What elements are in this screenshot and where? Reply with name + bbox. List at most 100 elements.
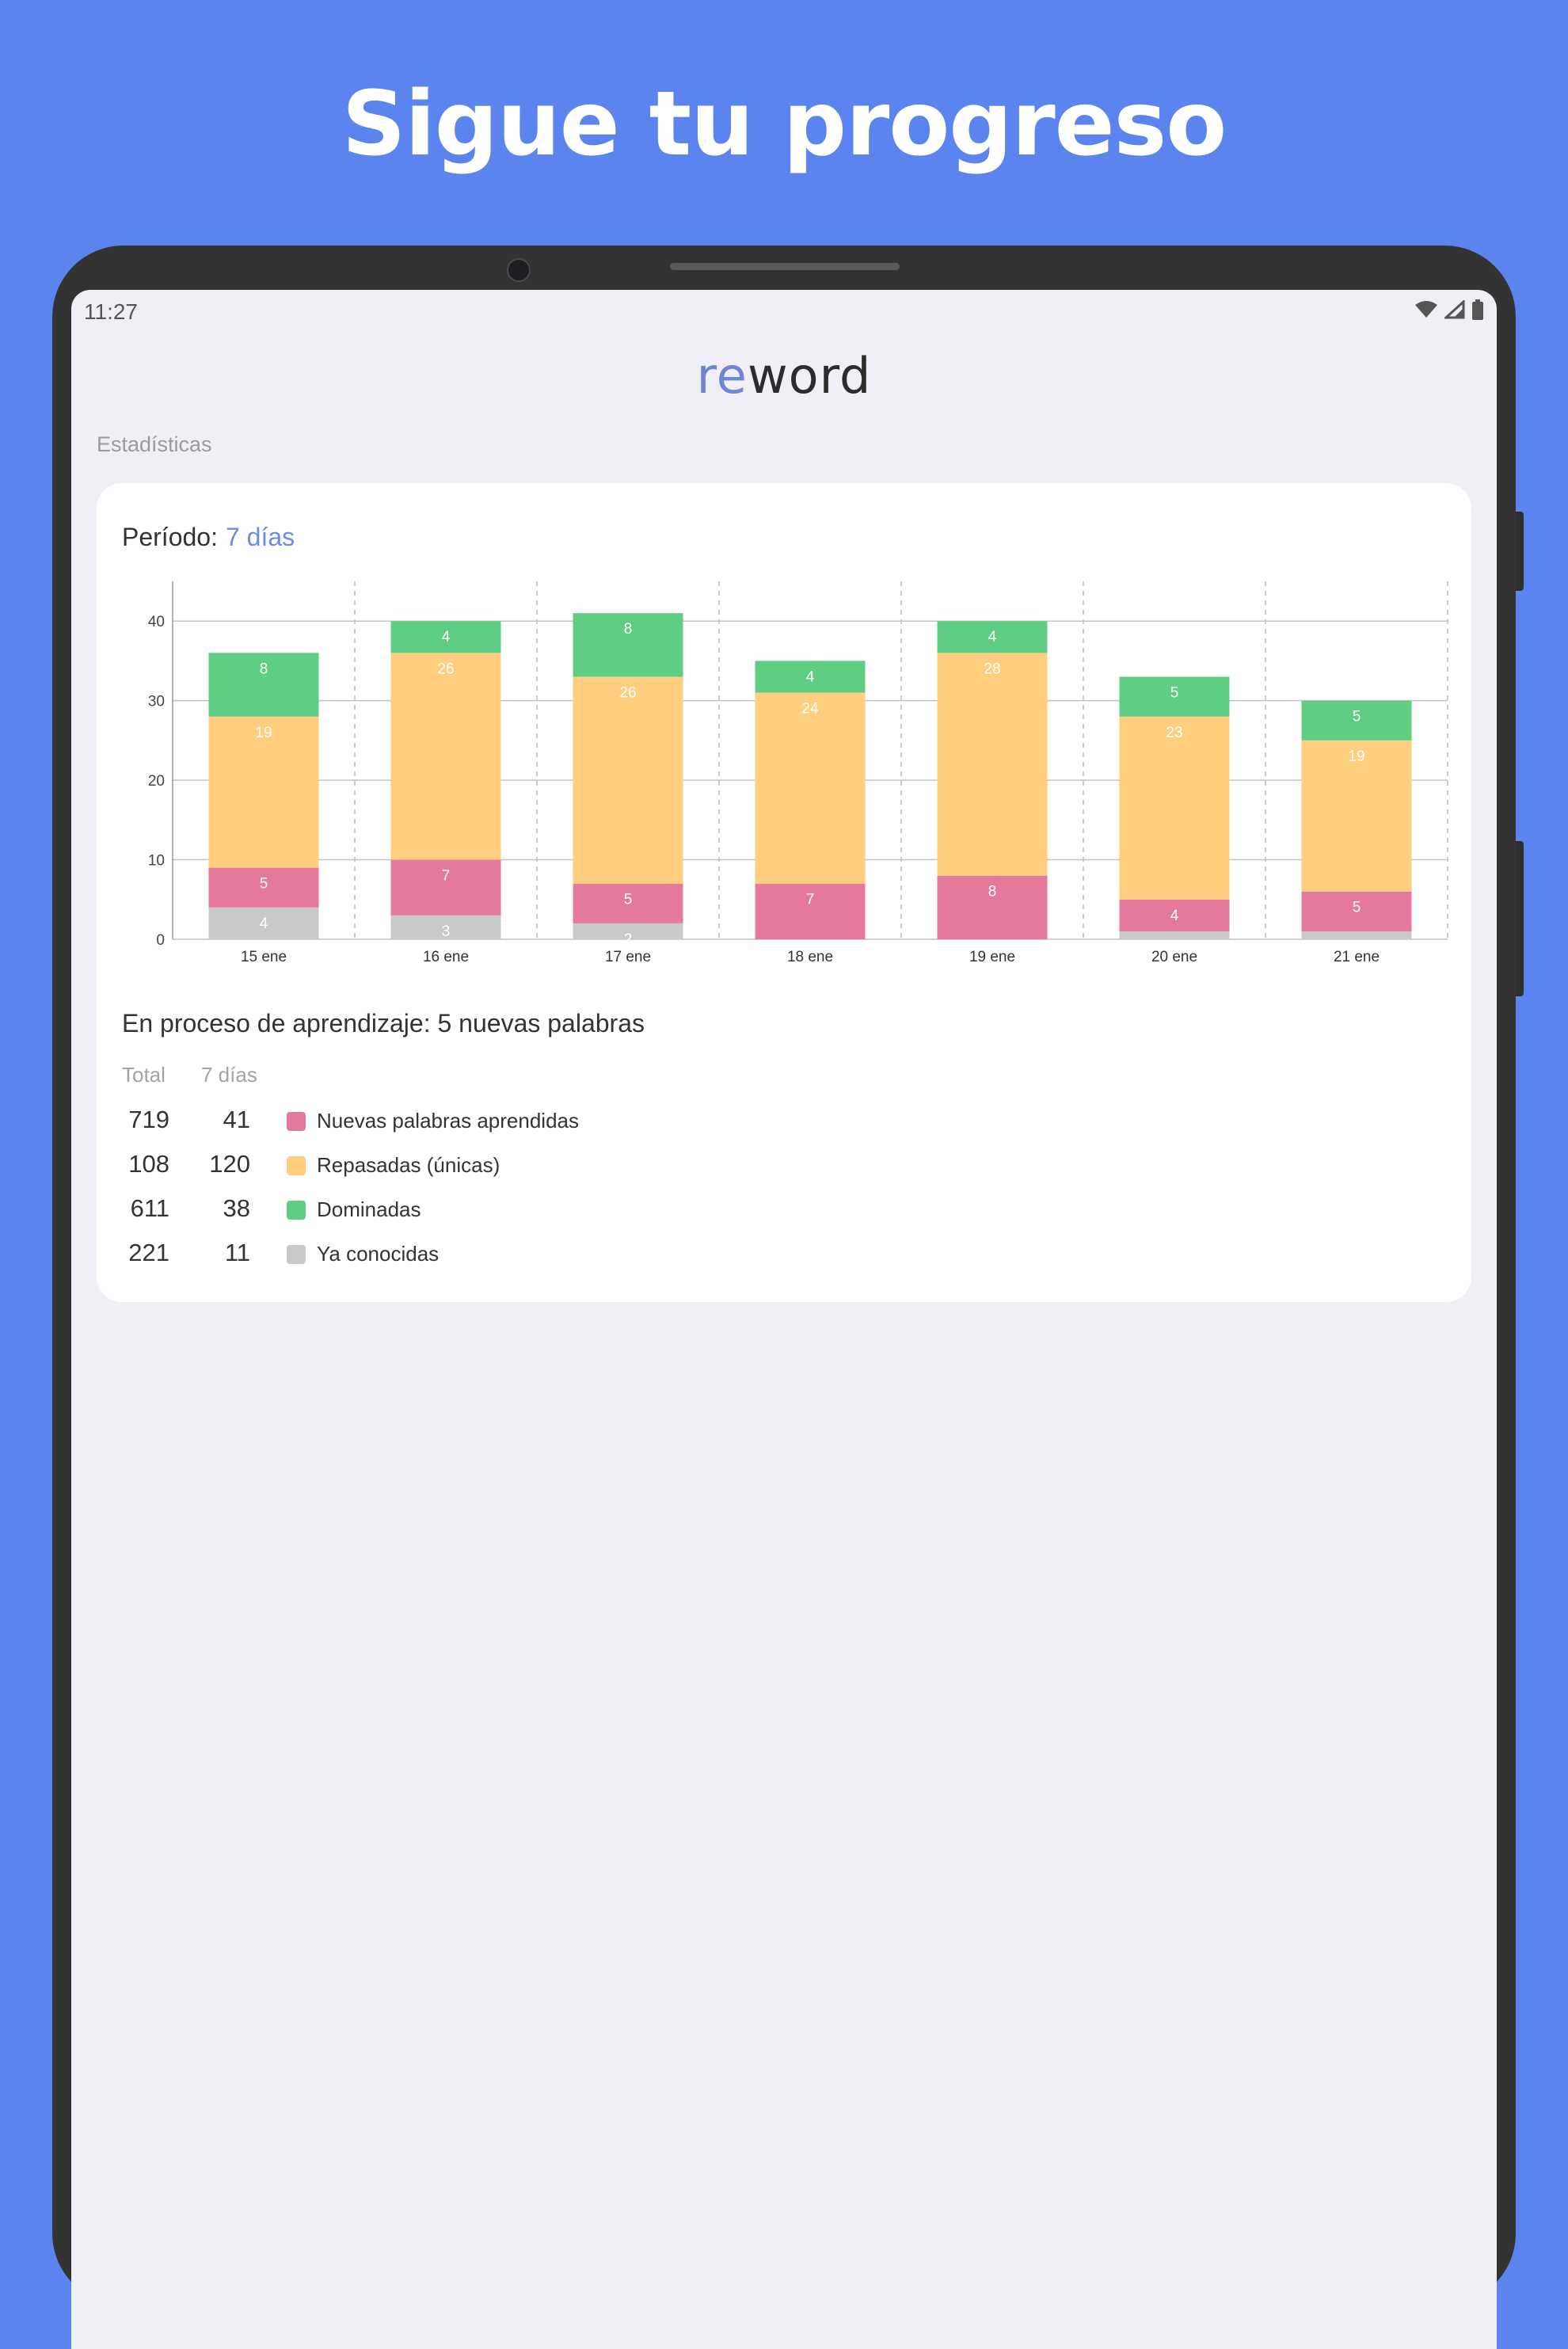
bar-segment: [1301, 931, 1412, 939]
x-tick-label: 16 ene: [423, 949, 469, 965]
stat-row-new: 719 41 Nuevas palabras aprendidas: [97, 1106, 809, 1145]
stat-week: 38: [223, 1194, 250, 1222]
x-tick-label: 18 ene: [787, 949, 833, 965]
y-tick-label: 0: [156, 932, 165, 949]
bar-value-label: 5: [624, 892, 633, 908]
volume-button: [1516, 512, 1524, 591]
stat-row-reviewed: 108 120 Repasadas (únicas): [97, 1150, 809, 1190]
bar-segment: [573, 613, 683, 677]
bar-segment: [208, 716, 319, 868]
bar-value-label: 26: [437, 661, 454, 677]
battery-icon: [1472, 299, 1483, 320]
logo-suffix: word: [747, 347, 872, 405]
stat-total: 719: [128, 1106, 169, 1133]
bar-segment: [390, 653, 501, 860]
legend-swatch: [287, 1112, 306, 1131]
bar-value-label: 8: [624, 621, 633, 638]
bar-value-label: 8: [260, 661, 268, 677]
bar-segment: [1301, 740, 1412, 892]
x-tick-label: 19 ene: [969, 949, 1015, 965]
bar-segment: [1119, 716, 1230, 900]
bar-segment: [390, 915, 501, 939]
x-tick-label: 15 ene: [241, 949, 287, 965]
bar-value-label: 23: [1166, 725, 1182, 741]
y-tick-label: 10: [148, 853, 165, 870]
front-camera: [507, 258, 531, 282]
bar-segment: [755, 661, 866, 693]
stat-week: 11: [224, 1239, 250, 1266]
stat-label: Ya conocidas: [317, 1242, 440, 1266]
bar-value-label: 1: [1170, 939, 1179, 956]
bar-value-label: 4: [1170, 908, 1179, 924]
bar-segment: [937, 875, 1048, 939]
x-tick-label: 21 ene: [1334, 949, 1380, 965]
wifi-icon: [1415, 301, 1437, 318]
bar-value-label: 7: [442, 868, 451, 885]
bar-value-label: 7: [806, 892, 815, 908]
bar-value-label: 19: [255, 725, 272, 741]
legend-swatch: [287, 1245, 306, 1264]
stat-total: 221: [128, 1239, 169, 1266]
stats-card: Período: 7 días 0 10 20 30 40 4 5 19 8 15 ene 3 7 26 4…: [97, 483, 1471, 1302]
stats-header-total: Total: [122, 1063, 166, 1087]
tablet-frame: 11:27 reword Estadísticas Período: 7 días…: [52, 246, 1524, 2349]
bar-segment: [1119, 899, 1230, 931]
bar-segment: [1301, 700, 1412, 740]
stat-label: Dominadas: [317, 1197, 421, 1221]
stat-label: Nuevas palabras aprendidas: [317, 1109, 579, 1133]
bar-segment: [208, 653, 319, 717]
bar-value-label: 28: [984, 661, 1000, 677]
period-selector[interactable]: Período: 7 días: [122, 523, 295, 552]
bar-value-label: 1: [1353, 939, 1361, 956]
bar-segment: [573, 676, 683, 884]
bar-segment: [208, 907, 319, 939]
bar-value-label: 5: [1353, 900, 1361, 916]
legend-swatch: [287, 1156, 306, 1175]
stat-total: 108: [128, 1150, 169, 1178]
bar-segment: [1119, 676, 1230, 717]
bar-value-label: 2: [624, 931, 633, 948]
speaker-grille: [670, 263, 900, 270]
y-tick-label: 20: [148, 773, 165, 790]
bar-value-label: 4: [260, 916, 268, 932]
bar-segment: [390, 621, 501, 653]
bar-value-label: 19: [1348, 748, 1364, 765]
bar-segment: [208, 867, 319, 908]
x-tick-label: 17 ene: [605, 949, 651, 965]
bar-value-label: 4: [806, 668, 815, 685]
stat-total: 611: [130, 1194, 169, 1222]
stat-row-known: 221 11 Ya conocidas: [97, 1239, 809, 1278]
app-screen: 11:27 reword Estadísticas Período: 7 días…: [71, 290, 1497, 2349]
headline: Sigue tu progreso: [341, 73, 1227, 176]
logo-prefix: re: [696, 347, 748, 405]
legend-swatch: [287, 1201, 306, 1220]
status-time: 11:27: [84, 299, 138, 324]
learning-summary: En proceso de aprendizaje: 5 nuevas pala…: [122, 1009, 645, 1037]
bar-segment: [1119, 931, 1230, 939]
app-logo: reword: [71, 347, 1497, 405]
period-value[interactable]: 7 días: [225, 523, 295, 551]
bar-segment: [390, 859, 501, 916]
stat-week: 41: [223, 1106, 250, 1133]
stat-week: 120: [209, 1150, 250, 1178]
bar-segment: [755, 692, 866, 884]
bar-segment: [1301, 891, 1412, 931]
bar-value-label: 4: [988, 629, 997, 645]
y-tick-label: 30: [148, 694, 165, 710]
bar-value-label: 5: [1353, 709, 1361, 725]
period-label: Período:: [122, 523, 218, 551]
bar-segment: [937, 621, 1048, 653]
bar-segment: [937, 653, 1048, 876]
bar-value-label: 8: [988, 884, 997, 900]
bar-segment: [573, 923, 683, 939]
bar-segment: [573, 883, 683, 923]
stat-label: Repasadas (únicas): [317, 1153, 500, 1177]
bar-value-label: 26: [619, 685, 636, 702]
stat-row-mastered: 611 38 Dominadas: [97, 1194, 809, 1234]
bar-value-label: 3: [442, 923, 451, 940]
y-tick-label: 40: [148, 614, 165, 630]
stats-header-week: 7 días: [201, 1063, 257, 1087]
section-label: Estadísticas: [97, 432, 212, 456]
x-tick-label: 20 ene: [1151, 949, 1197, 965]
bar-value-label: 5: [260, 876, 268, 893]
